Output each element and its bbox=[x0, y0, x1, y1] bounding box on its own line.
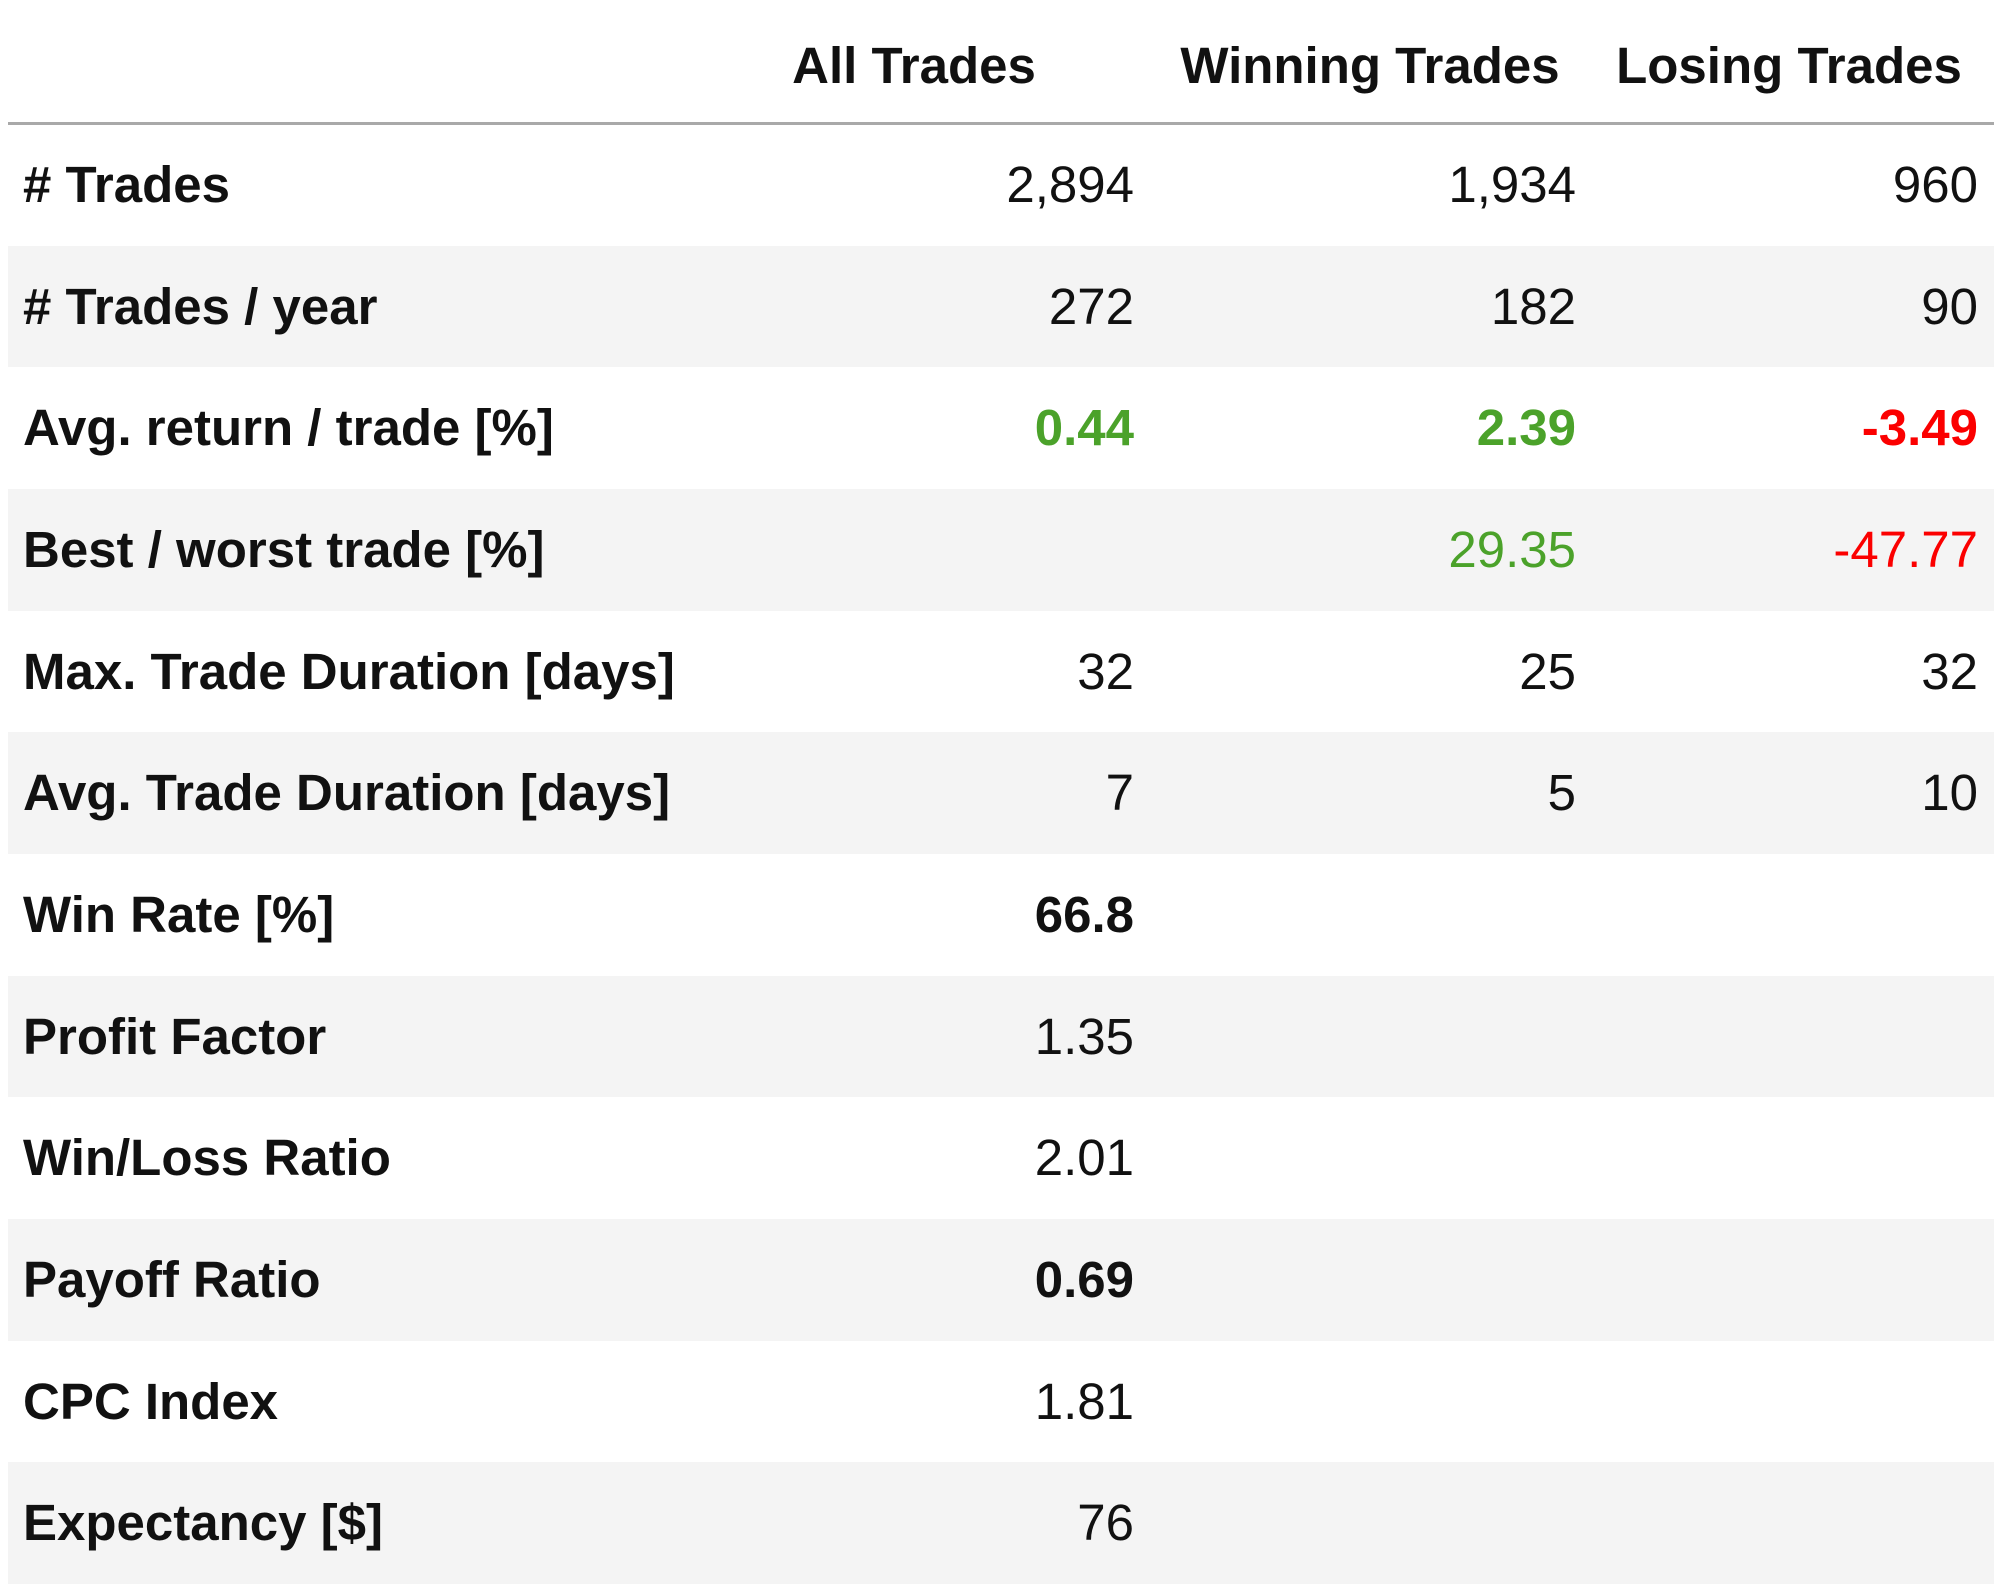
cell: 0.44 bbox=[1034, 399, 1134, 457]
cell: 10 bbox=[1921, 764, 1978, 822]
table-row: Payoff Ratio 0.69 bbox=[8, 1219, 1994, 1341]
row-label: Avg. Trade Duration [days] bbox=[23, 764, 671, 822]
row-label: Win/Loss Ratio bbox=[23, 1129, 391, 1187]
row-label: Expectancy [$] bbox=[23, 1494, 383, 1552]
cell: 25 bbox=[1519, 642, 1576, 700]
cell: 32 bbox=[1077, 642, 1134, 700]
cell: 272 bbox=[1048, 277, 1134, 335]
cell: 2,894 bbox=[1006, 156, 1134, 213]
table-row: Profit Factor 1.35 bbox=[8, 975, 1994, 1098]
cell: 76 bbox=[1077, 1494, 1134, 1552]
row-label: Profit Factor bbox=[23, 1007, 327, 1065]
column-header: Winning Trades bbox=[1180, 37, 1560, 94]
column-header: Losing Trades bbox=[1616, 37, 1962, 94]
cell: 2.01 bbox=[1034, 1129, 1134, 1187]
table-row: Avg. Trade Duration [days] 7 5 10 bbox=[8, 732, 1994, 854]
table-row: # Trades 2,894 1,934 960 bbox=[8, 124, 1994, 246]
cell: 90 bbox=[1921, 277, 1978, 335]
header-rule bbox=[8, 122, 1994, 125]
cell: -3.49 bbox=[1861, 399, 1978, 457]
table-row: Win/Loss Ratio 2.01 bbox=[8, 1097, 1994, 1219]
cell: 5 bbox=[1547, 764, 1576, 822]
cell: 0.69 bbox=[1034, 1251, 1134, 1308]
cell: 29.35 bbox=[1448, 521, 1576, 578]
cell: 2.39 bbox=[1476, 399, 1576, 457]
cell: 960 bbox=[1892, 156, 1978, 213]
cell: 7 bbox=[1105, 764, 1134, 822]
cell: 1,934 bbox=[1448, 156, 1576, 213]
table-row: CPC Index 1.81 bbox=[8, 1341, 1994, 1463]
row-label: Max. Trade Duration [days] bbox=[23, 642, 675, 700]
table-row: Avg. return / trade [%] 0.44 2.39 -3.49 bbox=[8, 367, 1994, 489]
row-label: # Trades / year bbox=[23, 277, 378, 335]
table-row: Win Rate [%] 66.8 bbox=[8, 854, 1994, 976]
row-label: Best / worst trade [%] bbox=[23, 521, 545, 578]
row-label: Payoff Ratio bbox=[23, 1251, 321, 1308]
cell: 182 bbox=[1490, 277, 1576, 335]
row-label: CPC Index bbox=[23, 1372, 279, 1430]
row-label: Avg. return / trade [%] bbox=[23, 399, 554, 457]
table-row: Max. Trade Duration [days] 32 25 32 bbox=[8, 611, 1994, 733]
table-row: # Trades / year 272 182 90 bbox=[8, 245, 1994, 368]
column-header: All Trades bbox=[792, 37, 1036, 94]
cell: 66.8 bbox=[1034, 886, 1134, 943]
row-label: Win Rate [%] bbox=[23, 886, 335, 943]
cell: 1.35 bbox=[1034, 1007, 1134, 1065]
cell: 32 bbox=[1921, 642, 1978, 700]
table-row: Expectancy [$] 76 bbox=[8, 1462, 1994, 1584]
cell: 1.81 bbox=[1034, 1372, 1134, 1430]
row-label: # Trades bbox=[23, 156, 230, 213]
cell: -47.77 bbox=[1833, 521, 1978, 578]
table-row: Best / worst trade [%] 29.35 -47.77 bbox=[8, 489, 1994, 611]
